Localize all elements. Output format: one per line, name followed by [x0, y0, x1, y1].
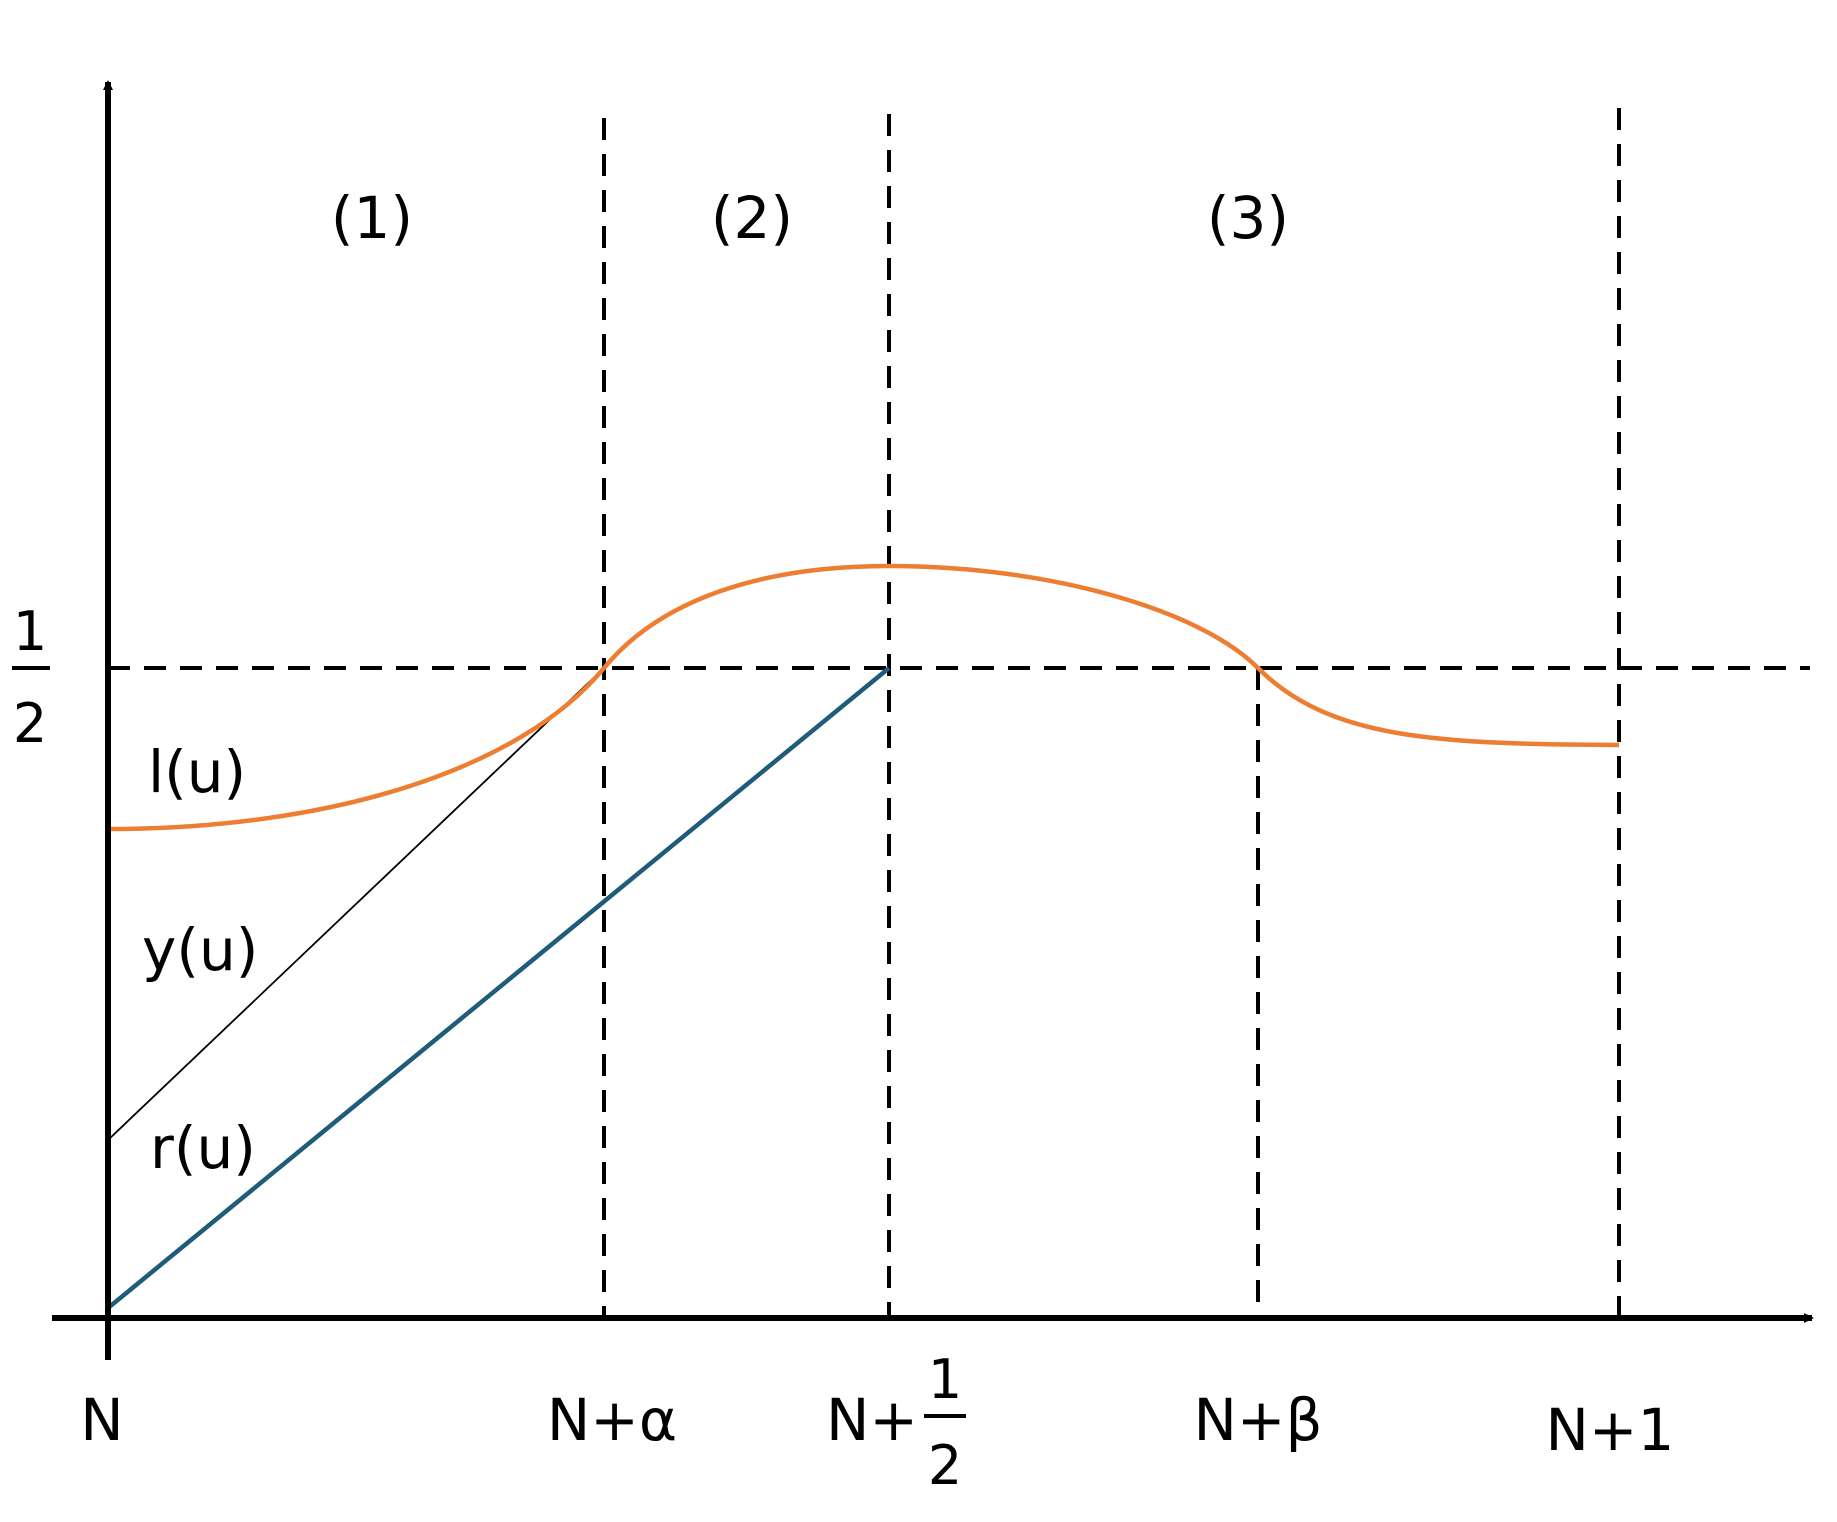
x-label-n-beta: N+β [1194, 1386, 1323, 1454]
r-curve [106, 666, 891, 1310]
l-curve-label: l(u) [148, 738, 246, 806]
y-curve-label: y(u) [142, 916, 258, 984]
y-half-denominator: 2 [13, 692, 47, 755]
x-label-n-half-numerator: 1 [928, 1348, 962, 1411]
x-label-n-alpha: N+α [547, 1386, 677, 1454]
x-label-n-one: N+1 [1546, 1396, 1675, 1464]
region-2-label: (2) [711, 184, 793, 252]
x-label-n-half-denominator: 2 [928, 1434, 962, 1497]
l-curve [107, 563, 1620, 832]
y-curve [107, 667, 605, 1141]
y-half-numerator: 1 [13, 600, 47, 663]
region-3-label: (3) [1207, 184, 1289, 252]
region-1-label: (1) [331, 184, 413, 252]
x-label-n-half-prefix: N+ [826, 1386, 918, 1454]
x-label-n: N [80, 1386, 123, 1454]
r-curve-label: r(u) [150, 1114, 256, 1182]
